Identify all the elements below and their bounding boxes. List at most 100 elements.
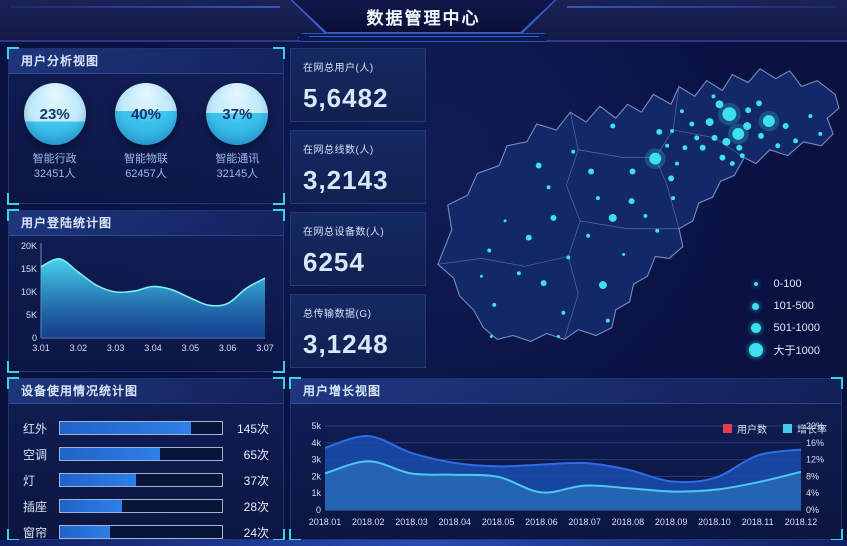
corner-bracket bbox=[7, 193, 19, 205]
device-bar-track bbox=[59, 473, 223, 487]
map-bubble bbox=[719, 154, 726, 161]
device-bar-fill bbox=[60, 448, 161, 460]
map-bubble bbox=[775, 143, 781, 149]
map-bubble bbox=[479, 274, 483, 278]
svg-text:1k: 1k bbox=[311, 488, 321, 498]
stat-card-2: 在网总设备数(人) 6254 bbox=[290, 212, 426, 286]
gauge-count: 62457人 bbox=[125, 167, 167, 180]
legend-label: 501-1000 bbox=[773, 322, 821, 334]
panel-device-usage: 设备使用情况统计图 红外 145次 空调 65次 灯 37次 插座 28次 窗帘 bbox=[7, 377, 285, 542]
svg-text:3.05: 3.05 bbox=[182, 343, 200, 353]
panel-title-device-usage: 设备使用情况统计图 bbox=[9, 379, 283, 404]
gauge-percent: 40% bbox=[130, 105, 161, 123]
legend-dot bbox=[753, 282, 758, 286]
legend-dot bbox=[750, 323, 761, 333]
legend-label: 用户数 bbox=[737, 425, 767, 436]
svg-text:4%: 4% bbox=[806, 488, 819, 498]
legend-label: 大于1000 bbox=[773, 345, 820, 357]
corner-bracket bbox=[273, 209, 285, 221]
stat-card-column: 在网总用户(人) 5,6482 在网总线数(人) 3,2143 在网总设备数(人… bbox=[290, 48, 426, 376]
map-bubble bbox=[711, 134, 718, 141]
svg-text:2018.11: 2018.11 bbox=[742, 517, 774, 527]
svg-text:5K: 5K bbox=[26, 310, 37, 320]
svg-text:3.07: 3.07 bbox=[256, 343, 274, 353]
legend-label: 0-100 bbox=[773, 278, 802, 290]
svg-text:2018.04: 2018.04 bbox=[439, 517, 472, 527]
map-bubble bbox=[487, 248, 492, 253]
device-name: 红外 bbox=[23, 421, 48, 436]
map-bubble bbox=[535, 162, 542, 169]
map-bubble bbox=[622, 252, 626, 256]
device-usage-count: 28次 bbox=[243, 499, 269, 514]
legend-dot bbox=[752, 302, 759, 310]
corner-bracket bbox=[289, 377, 301, 389]
panel-title-user-growth: 用户增长视图 bbox=[291, 379, 841, 404]
map-bubble bbox=[670, 128, 675, 133]
panel-user-growth: 用户增长视图 用户数 增长率 0 1k 2k 3k 4k 5k 0% 4% 8% 12% 16% 20… bbox=[289, 377, 843, 541]
corner-bracket bbox=[273, 47, 285, 59]
map-bubble bbox=[782, 123, 789, 129]
device-bar-chart: 红外 145次 空调 65次 灯 37次 插座 28次 窗帘 24次 bbox=[9, 404, 283, 542]
device-bar-fill bbox=[60, 422, 192, 434]
corner-bracket bbox=[7, 47, 19, 59]
map-bubble bbox=[722, 107, 737, 122]
map-bubble bbox=[689, 121, 695, 127]
device-bar-fill bbox=[60, 526, 111, 538]
map-bubble bbox=[705, 118, 714, 127]
header-left-line bbox=[10, 6, 280, 8]
map-bubble bbox=[649, 152, 662, 165]
svg-text:3.06: 3.06 bbox=[219, 343, 237, 353]
device-bar-track bbox=[59, 525, 223, 539]
map-legend-row: 0-100 bbox=[748, 273, 821, 295]
svg-text:10K: 10K bbox=[21, 287, 37, 297]
map-bubble bbox=[729, 161, 735, 167]
gauge-1: 40% 智能物联 62457人 bbox=[106, 83, 186, 182]
device-usage-count: 145次 bbox=[236, 421, 269, 436]
svg-text:16%: 16% bbox=[806, 438, 824, 448]
map-bubble bbox=[739, 153, 745, 159]
svg-text:0%: 0% bbox=[806, 505, 819, 515]
legend-dot bbox=[748, 343, 763, 357]
map-legend-row: 101-500 bbox=[748, 295, 821, 317]
stat-card-3: 总传输数据(G) 3,1248 bbox=[290, 294, 426, 368]
map-bubble bbox=[605, 318, 610, 323]
gauge-percent: 23% bbox=[39, 105, 70, 123]
growth-area-chart: 0 1k 2k 3k 4k 5k 0% 4% 8% 12% 16% 20% 2018.01 2018.02… bbox=[291, 418, 841, 536]
svg-text:20%: 20% bbox=[806, 421, 824, 431]
device-usage-count: 65次 bbox=[243, 447, 269, 462]
device-bar-track bbox=[59, 447, 223, 461]
device-bar-row: 插座 28次 bbox=[23, 496, 269, 516]
legend-label: 101-500 bbox=[773, 300, 814, 312]
legend-item-增长率[interactable]: 增长率 bbox=[783, 421, 827, 436]
header-decoration bbox=[297, 33, 550, 42]
panel-title-user-analysis: 用户分析视图 bbox=[9, 49, 283, 74]
corner-bracket bbox=[7, 361, 19, 373]
svg-text:3.04: 3.04 bbox=[144, 343, 162, 353]
map-bubble bbox=[665, 143, 670, 148]
gauge-label: 智能物联 bbox=[123, 153, 168, 165]
map-bubble bbox=[736, 144, 743, 151]
gauge-count: 32451人 bbox=[33, 167, 76, 180]
corner-bracket bbox=[7, 377, 19, 389]
corner-bracket bbox=[273, 361, 285, 373]
corner-bracket bbox=[273, 377, 285, 389]
legend-item-用户数[interactable]: 用户数 bbox=[723, 421, 767, 436]
map-bubble bbox=[598, 281, 607, 290]
svg-text:0: 0 bbox=[32, 333, 37, 343]
header-bar: 数据管理中心 bbox=[0, 0, 847, 42]
map-bubble bbox=[655, 228, 660, 233]
gauge-group: 23% 智能行政 32451人 40% 智能物联 62457人 37% 智能通讯… bbox=[9, 74, 283, 182]
gauge-label: 智能通讯 bbox=[215, 153, 260, 165]
map-bubble bbox=[668, 175, 675, 182]
growth-chart-legend: 用户数 增长率 bbox=[723, 421, 827, 436]
map-bubble bbox=[671, 196, 676, 201]
svg-text:4k: 4k bbox=[311, 438, 321, 448]
svg-text:20K: 20K bbox=[21, 241, 37, 251]
map-bubble bbox=[628, 198, 635, 205]
map-bubble bbox=[566, 255, 571, 260]
map-legend: 0-100 101-500 501-1000 大于1000 bbox=[748, 273, 821, 361]
device-usage-count: 37次 bbox=[243, 473, 269, 488]
header-right-line bbox=[567, 6, 837, 8]
svg-text:2k: 2k bbox=[311, 471, 321, 481]
